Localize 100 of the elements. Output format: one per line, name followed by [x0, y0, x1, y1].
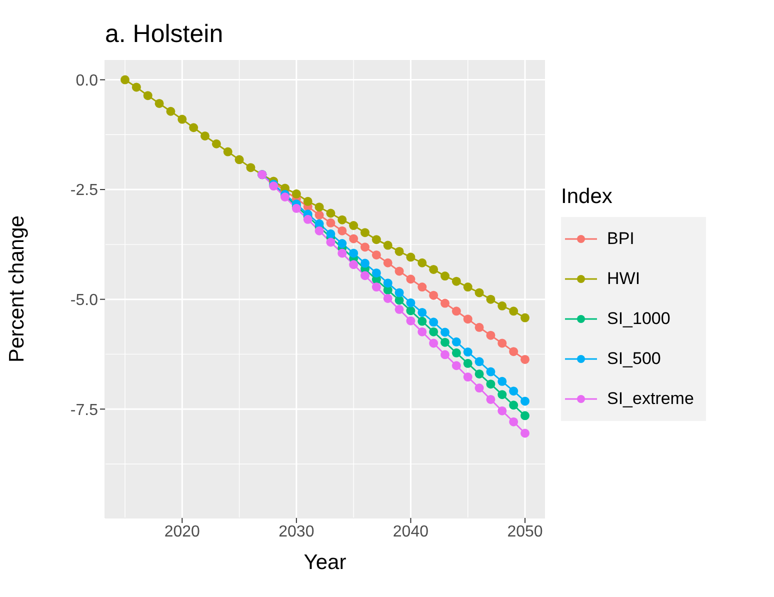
point: [440, 338, 450, 347]
point: [223, 147, 232, 156]
point: [406, 306, 416, 316]
point: [463, 348, 472, 357]
point: [166, 106, 176, 116]
point: [349, 260, 358, 270]
point: [418, 282, 427, 292]
point: [418, 308, 427, 317]
point: [474, 384, 484, 393]
point: [372, 235, 381, 244]
point: [383, 294, 392, 303]
point: [463, 314, 472, 324]
y-tick-label: -2.5: [70, 182, 98, 200]
point: [360, 242, 370, 252]
point: [234, 155, 244, 164]
point: [360, 228, 370, 238]
point: [360, 258, 370, 268]
point: [326, 238, 336, 247]
point: [394, 266, 404, 276]
point: [520, 396, 530, 406]
point: [452, 348, 461, 358]
y-axis-title: Percent change: [5, 215, 28, 363]
point: [474, 288, 484, 298]
point: [418, 258, 427, 268]
point: [498, 338, 507, 348]
point: [486, 294, 496, 304]
point: [189, 123, 198, 132]
point: [394, 304, 404, 314]
point: [292, 189, 301, 198]
point: [429, 318, 438, 327]
point: [452, 276, 461, 286]
point: [509, 386, 518, 396]
point: [486, 380, 496, 389]
point: [429, 338, 438, 348]
point: [200, 131, 210, 140]
point: [486, 394, 496, 404]
point: [520, 354, 530, 364]
point: [509, 417, 518, 426]
point: [452, 337, 461, 346]
legend-label: SI_extreme: [607, 388, 694, 408]
point: [178, 114, 187, 124]
legend-label: SI_500: [607, 348, 661, 368]
point: [520, 411, 530, 420]
x-tick-label: 2050: [507, 523, 543, 540]
point: [394, 288, 404, 298]
point: [326, 218, 336, 228]
point: [440, 328, 450, 337]
x-tick-label: 2020: [164, 523, 200, 540]
point: [463, 372, 472, 382]
point: [509, 400, 518, 410]
point: [383, 240, 392, 250]
point: [440, 350, 450, 360]
point: [338, 226, 347, 236]
legend-title: Index: [561, 184, 614, 208]
point: [474, 322, 484, 332]
point: [120, 75, 130, 84]
point: [338, 215, 347, 224]
point: [394, 296, 404, 305]
x-axis-title: Year: [304, 551, 346, 574]
legend-label: HWI: [607, 268, 640, 288]
point: [303, 214, 312, 224]
point: [326, 229, 336, 238]
point: [406, 252, 416, 262]
point: [440, 298, 450, 308]
point: [429, 290, 438, 300]
chart-title: a. Holstein: [105, 20, 224, 49]
x-tick-label: 2040: [392, 523, 429, 540]
x-tick-label: 2030: [278, 523, 314, 540]
y-tick-label: 0.0: [76, 72, 98, 90]
point: [463, 282, 472, 292]
point: [418, 327, 427, 336]
y-tick-label: -5.0: [70, 292, 98, 309]
point: [498, 390, 507, 400]
point: [406, 274, 416, 284]
point: [338, 248, 347, 258]
point: [520, 313, 530, 322]
point: [509, 347, 518, 356]
point: [498, 376, 507, 386]
point: [429, 264, 438, 274]
point: [418, 316, 427, 326]
point: [132, 82, 141, 92]
legend-label: SI_1000: [607, 308, 670, 328]
point: [520, 428, 530, 438]
y-tick-label: -7.5: [70, 402, 98, 419]
point: [326, 208, 336, 218]
point: [314, 210, 324, 220]
point: [372, 250, 381, 260]
point: [372, 282, 381, 292]
point: [246, 163, 256, 172]
point: [474, 357, 484, 366]
point: [440, 272, 450, 281]
point: [429, 327, 438, 336]
point: [406, 316, 416, 326]
point: [394, 246, 404, 256]
point: [463, 358, 472, 368]
point: [360, 271, 370, 280]
point: [452, 361, 461, 370]
point: [349, 248, 358, 258]
point: [474, 369, 484, 378]
point: [338, 239, 347, 248]
